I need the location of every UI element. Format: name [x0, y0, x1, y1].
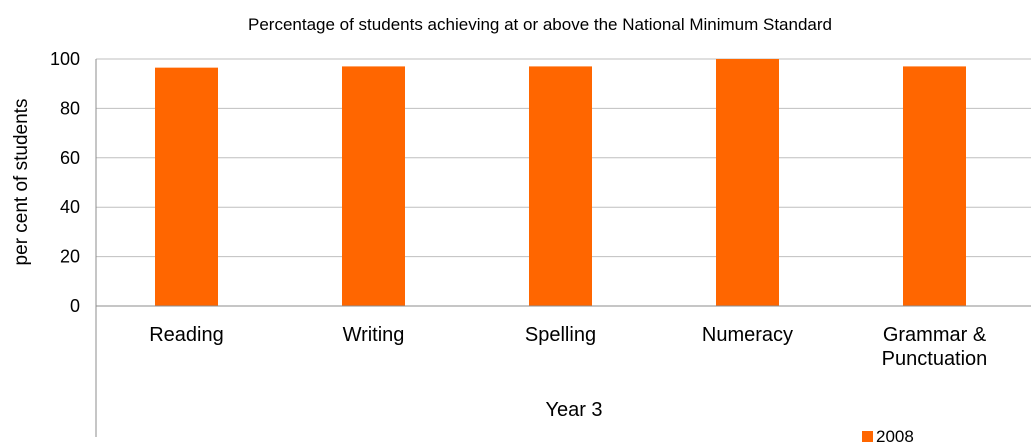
x-tick-label: Writing — [343, 324, 405, 346]
legend-swatch — [862, 431, 873, 442]
bar — [903, 66, 966, 306]
bar — [155, 67, 218, 307]
y-tick-label: 40 — [60, 197, 80, 217]
x-tick-label: Reading — [149, 324, 224, 346]
group-label: Year 3 — [545, 399, 602, 421]
x-tick-labels: Reading Writing Spelling Numeracy Grammar & P… — [149, 324, 987, 370]
bars — [155, 59, 966, 307]
y-axis-label: per cent of students — [11, 99, 32, 266]
axes — [95, 59, 1031, 437]
y-tick-label: 100 — [50, 49, 80, 69]
legend-label: 2008 — [876, 427, 914, 446]
x-tick-label: Numeracy — [702, 324, 793, 346]
chart-title: Percentage of students achieving at or a… — [248, 15, 832, 34]
x-tick-label: Grammar & Punctuation — [882, 324, 988, 370]
y-tick-label: 60 — [60, 148, 80, 168]
x-tick-label: Spelling — [525, 324, 596, 346]
y-tick-labels: 0 20 40 60 80 100 — [50, 49, 80, 316]
bar — [716, 59, 779, 306]
bar — [342, 66, 405, 306]
y-tick-label: 80 — [60, 98, 80, 118]
legend: 2008 — [862, 427, 914, 446]
y-tick-label: 0 — [70, 296, 80, 316]
y-tick-label: 20 — [60, 247, 80, 267]
bar — [529, 66, 592, 306]
